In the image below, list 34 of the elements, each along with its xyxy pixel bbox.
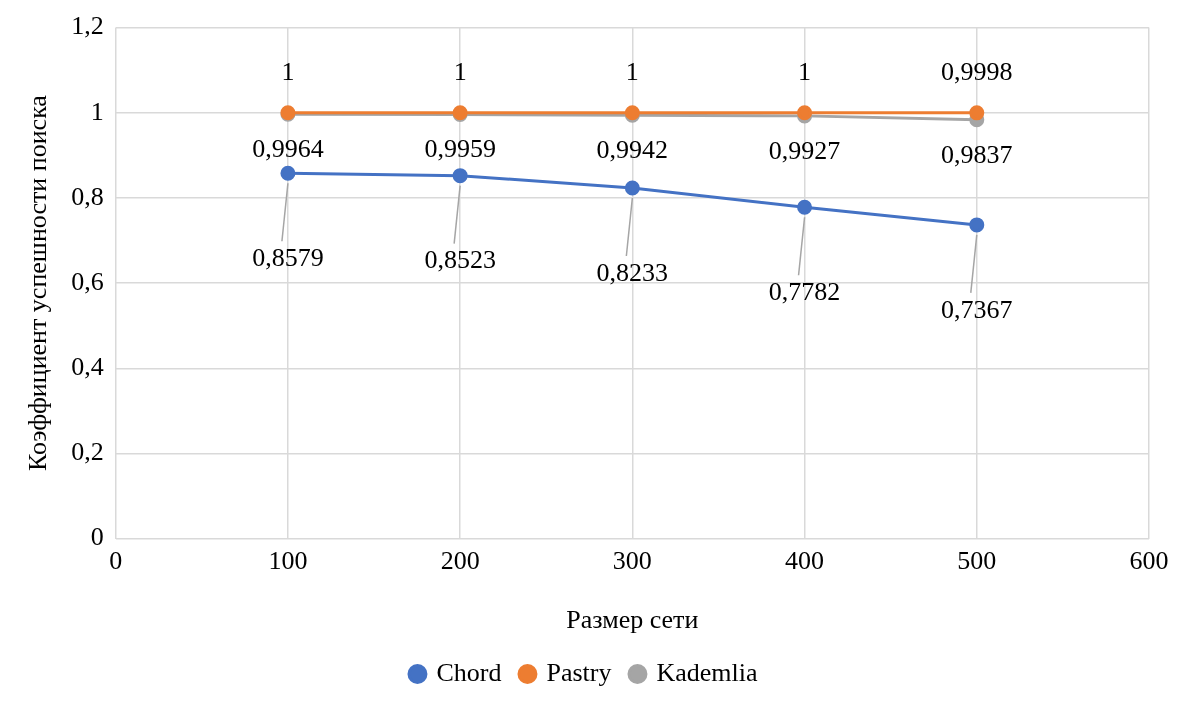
x-axis-title: Размер сети <box>566 605 699 635</box>
x-tick-label: 400 <box>785 546 825 576</box>
x-tick-label: 100 <box>268 546 308 576</box>
y-tick-label: 0,8 <box>71 181 104 211</box>
y-tick-label: 0,2 <box>71 437 104 467</box>
data-label: 0,9837 <box>941 139 1013 169</box>
data-label: 0,9998 <box>941 56 1013 86</box>
y-tick-label: 0,4 <box>71 352 104 382</box>
data-label: 0,8233 <box>596 257 669 287</box>
x-tick-label: 300 <box>612 546 652 576</box>
data-label: 0,9942 <box>596 135 669 165</box>
y-tick-label: 0 <box>90 522 104 552</box>
x-tick-label: 500 <box>957 546 997 576</box>
y-tick-label: 1,2 <box>71 11 104 41</box>
legend-label: Pastry <box>546 657 612 687</box>
data-label: 0,9959 <box>424 134 496 164</box>
x-tick-label: 200 <box>440 546 480 576</box>
y-axis-title: Коэффициент успешности поиска <box>23 94 53 472</box>
x-tick-label: 0 <box>109 546 123 576</box>
y-tick-label: 0,6 <box>71 266 104 296</box>
data-label: 0,9964 <box>252 134 324 164</box>
data-label: 1 <box>798 56 812 86</box>
y-tick-label: 1 <box>90 96 104 126</box>
data-label: 0,7367 <box>941 294 1013 324</box>
data-label: 0,9927 <box>768 135 841 165</box>
data-label: 0,8523 <box>424 245 496 275</box>
data-label: 0,7782 <box>768 277 841 307</box>
x-tick-label: 600 <box>1129 546 1169 576</box>
data-label: 1 <box>453 56 467 86</box>
data-label: 0,8579 <box>252 243 324 273</box>
legend-label: Kademlia <box>656 657 758 687</box>
legend-label: Chord <box>436 657 502 687</box>
data-label: 1 <box>281 56 295 86</box>
data-label: 1 <box>625 56 639 86</box>
